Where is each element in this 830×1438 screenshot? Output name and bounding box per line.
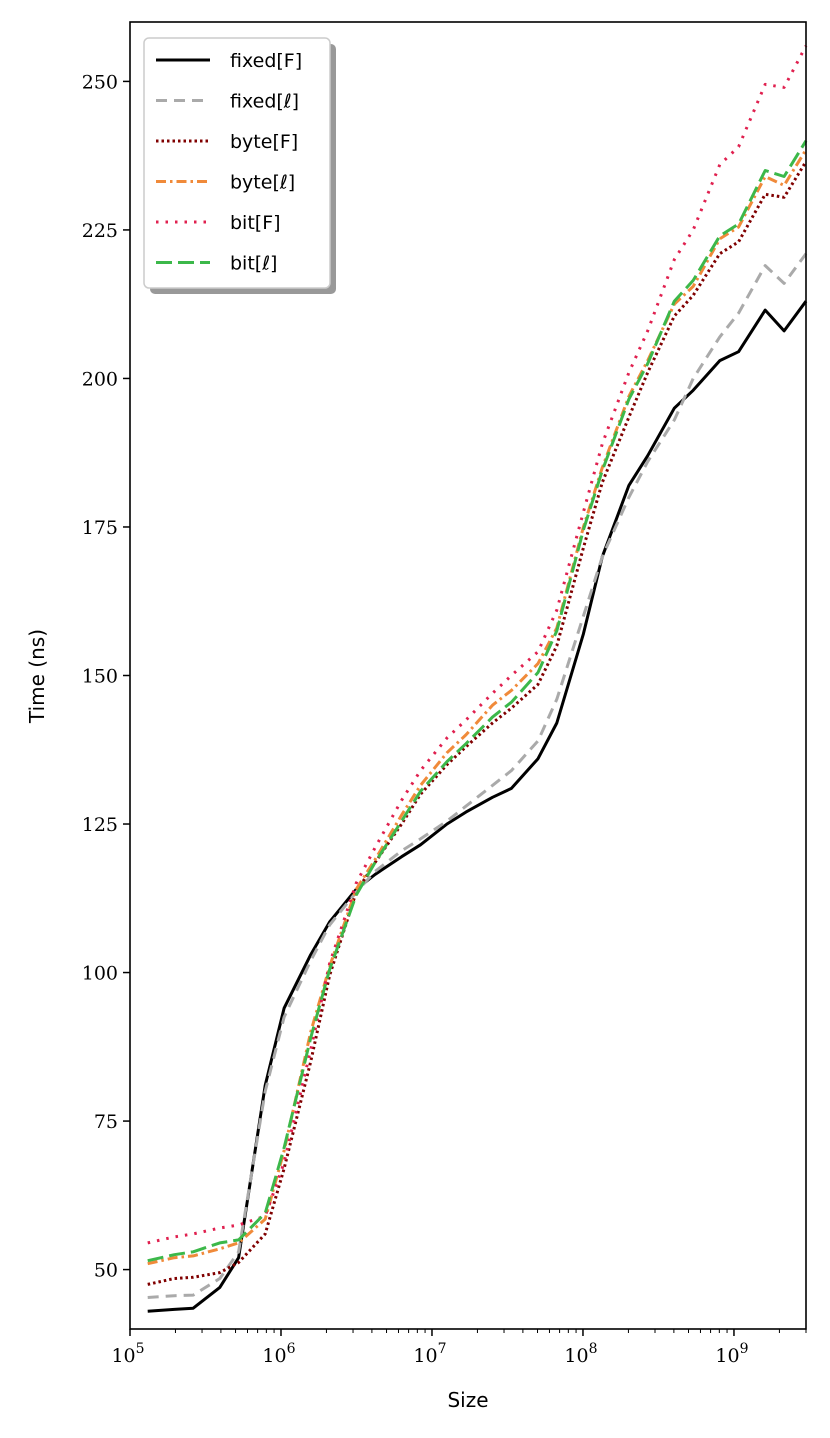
legend-label: fixed[F] xyxy=(230,50,302,72)
legend-label: bit[ℓ] xyxy=(230,253,277,275)
y-axis: 50 75 100 125 150 175 200 225 250 xyxy=(82,71,130,1282)
y-axis-label: Time (ns) xyxy=(25,629,49,724)
legend-label: bit[F] xyxy=(230,212,281,234)
x-axis-label: Size xyxy=(447,1388,488,1412)
x-tick-label: 106 xyxy=(262,1341,295,1367)
legend-label: fixed[ℓ] xyxy=(230,91,299,113)
x-tick-label: 105 xyxy=(111,1341,144,1367)
y-tick-label: 150 xyxy=(82,666,118,688)
y-tick-label: 125 xyxy=(82,814,118,836)
legend: fixed[F] fixed[ℓ] byte[F] byte[ℓ] bit[F] bit[… xyxy=(143,37,336,294)
y-tick-label: 75 xyxy=(94,1111,118,1133)
legend-label: byte[F] xyxy=(230,131,298,153)
y-tick-label: 100 xyxy=(82,963,118,985)
y-tick-label: 175 xyxy=(82,517,118,539)
legend-box xyxy=(143,37,331,289)
series-line-5 xyxy=(147,140,808,1263)
series-lines xyxy=(147,45,808,1313)
legend-label: byte[ℓ] xyxy=(230,172,295,194)
y-tick-label: 225 xyxy=(82,220,118,242)
x-tick-label: 108 xyxy=(564,1341,597,1367)
y-tick-label: 200 xyxy=(82,368,118,390)
series-line-1 xyxy=(147,252,808,1299)
y-tick-label: 50 xyxy=(94,1260,118,1282)
y-tick-label: 250 xyxy=(82,71,118,93)
x-tick-label: 109 xyxy=(715,1341,748,1367)
series-line-2 xyxy=(147,160,808,1286)
x-axis: 105 106 107 108 109 xyxy=(111,1329,807,1367)
series-line-0 xyxy=(147,300,808,1313)
x-tick-label: 107 xyxy=(413,1341,446,1367)
series-line-3 xyxy=(147,148,808,1266)
